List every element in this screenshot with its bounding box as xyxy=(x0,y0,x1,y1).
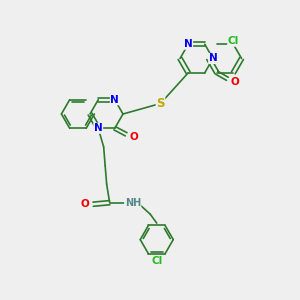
Text: N: N xyxy=(110,95,119,105)
Text: S: S xyxy=(156,97,165,110)
Text: O: O xyxy=(129,132,138,142)
Text: N: N xyxy=(184,39,193,49)
Text: Cl: Cl xyxy=(228,36,239,46)
Text: O: O xyxy=(80,199,89,209)
Text: N: N xyxy=(208,53,217,64)
Text: N: N xyxy=(94,123,103,133)
Text: Cl: Cl xyxy=(151,256,162,266)
Text: O: O xyxy=(230,77,239,87)
Text: NH: NH xyxy=(124,198,141,208)
